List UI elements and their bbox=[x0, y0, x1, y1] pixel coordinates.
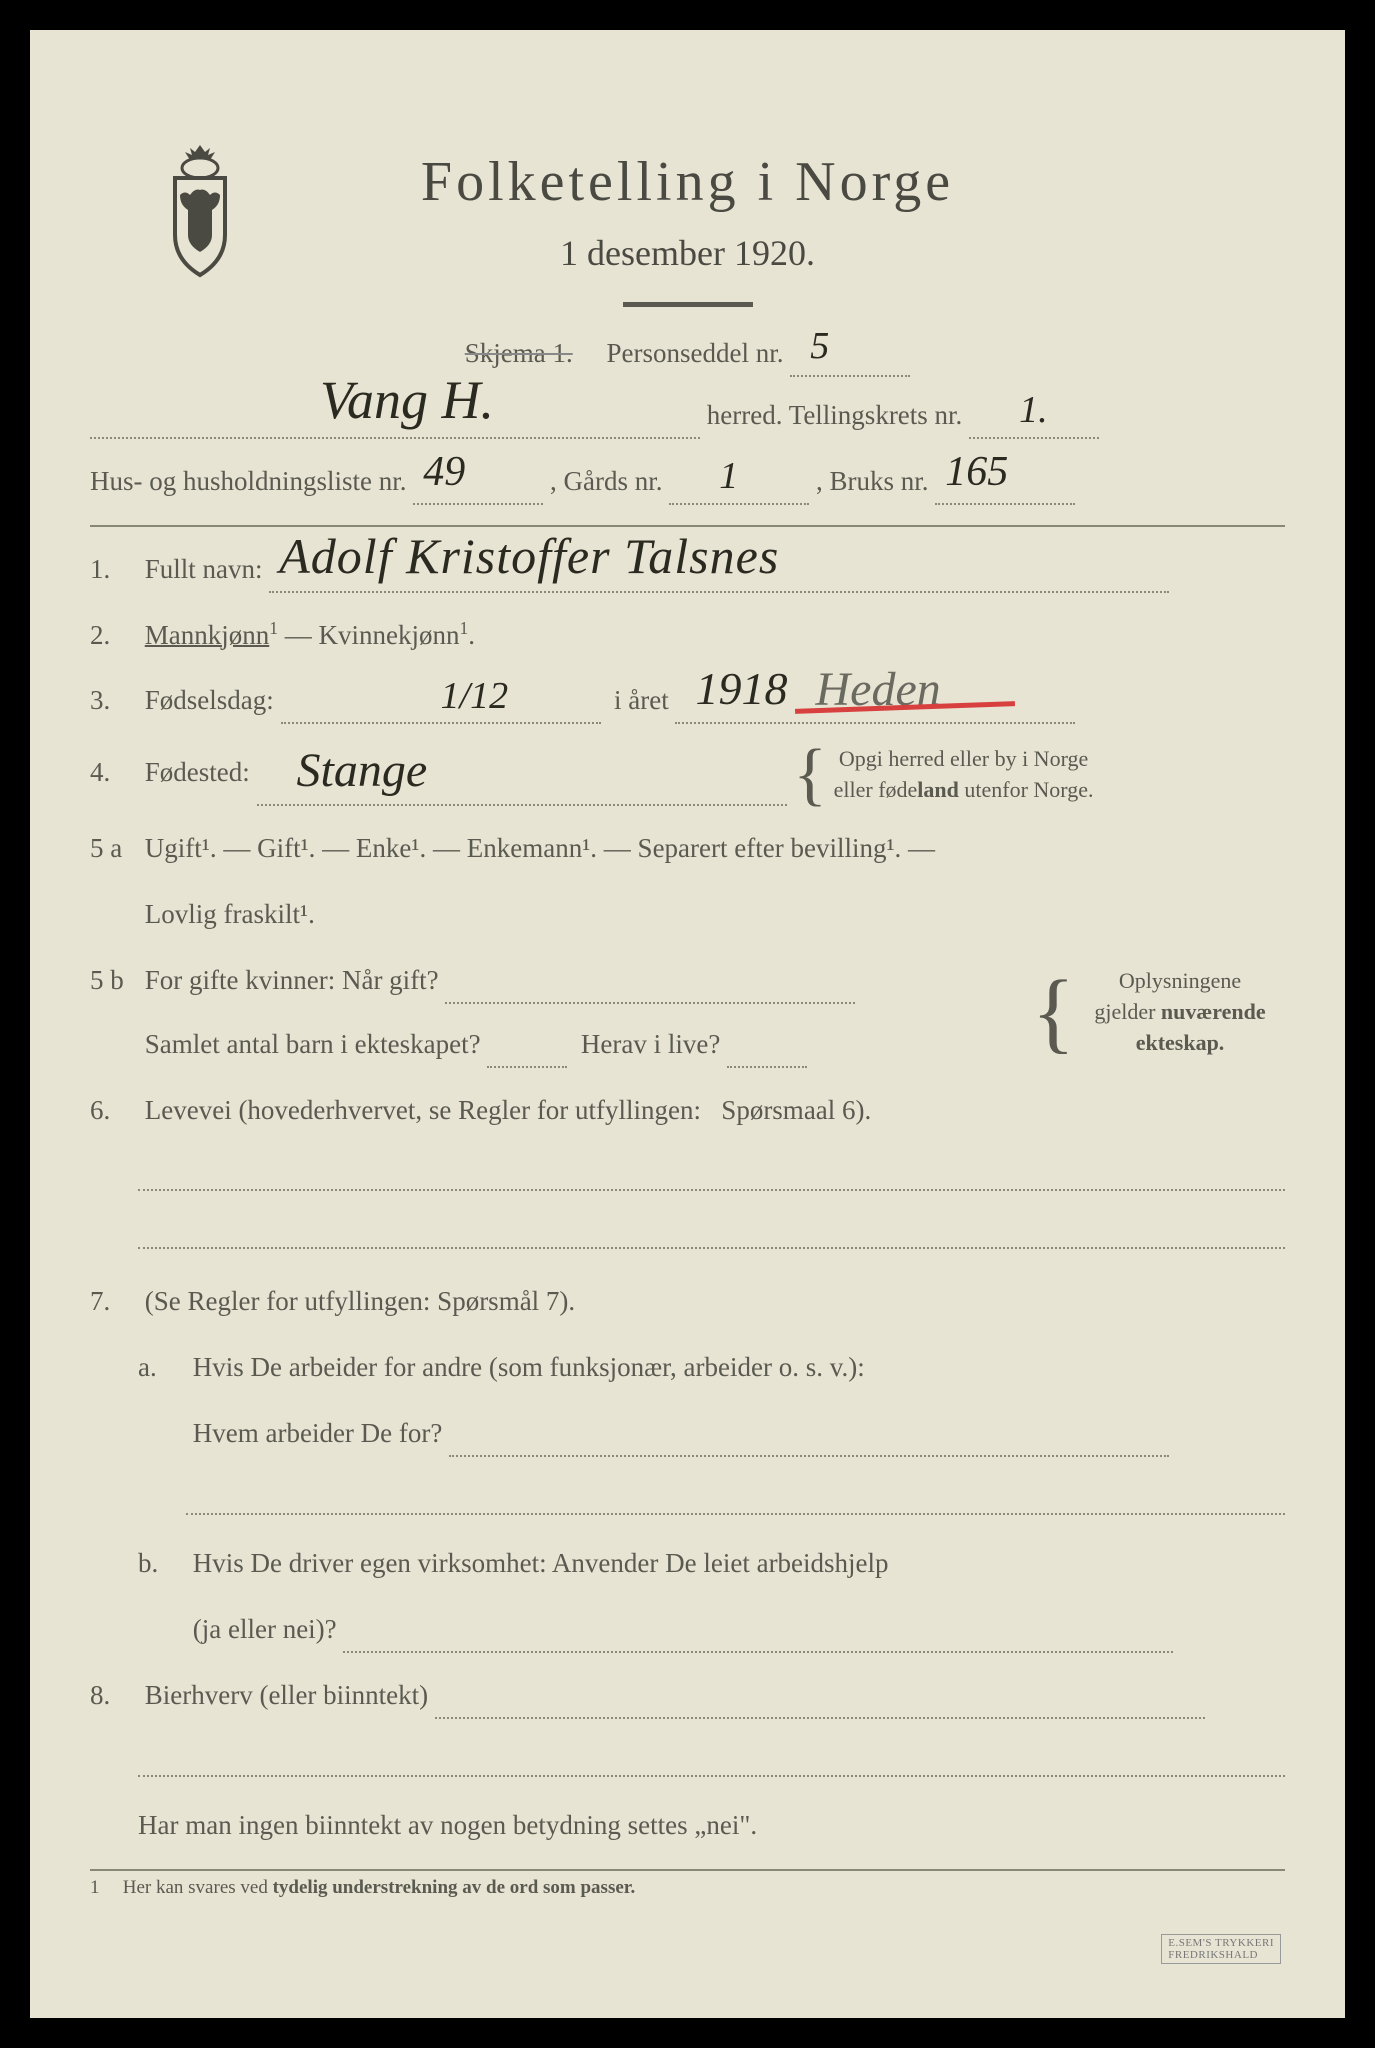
q6-blank2 bbox=[138, 1211, 1285, 1249]
q5a-num: 5 a bbox=[90, 826, 138, 872]
q5a-line2: Lovlig fraskilt¹. bbox=[90, 892, 1285, 938]
hus-line: Hus- og husholdningsliste nr. 49 , Gårds… bbox=[90, 459, 1285, 505]
q7-num: 7. bbox=[90, 1279, 138, 1325]
q6-blank1 bbox=[138, 1153, 1285, 1191]
q5b-line2b: Herav i live? bbox=[581, 1029, 720, 1059]
q2-sep: — bbox=[285, 620, 319, 650]
hus-label: Hus- og husholdningsliste nr. bbox=[90, 466, 407, 496]
bruks-nr: 165 bbox=[945, 437, 1008, 508]
gards-label: , Gårds nr. bbox=[550, 466, 662, 496]
q1-label: Fullt navn: bbox=[145, 554, 263, 584]
q8-blank bbox=[138, 1739, 1285, 1777]
q5b-line1a: For gifte kvinner: Når gift? bbox=[145, 965, 439, 995]
q3-day: 1/12 bbox=[441, 664, 509, 729]
form-body: Skjema 1. Personseddel nr. 5 Vang H. her… bbox=[90, 331, 1285, 1899]
q7a-text2: Hvem arbeider De for? bbox=[193, 1418, 443, 1448]
q3-year-label: i året bbox=[614, 685, 669, 715]
footer-line: Har man ingen biinntekt av nogen betydni… bbox=[138, 1803, 1285, 1849]
q4-num: 4. bbox=[90, 750, 138, 796]
q7-label: (Se Regler for utfyllingen: Spørsmål 7). bbox=[145, 1286, 575, 1316]
herred-label: herred. Tellingskrets nr. bbox=[707, 400, 963, 430]
q5a-text2: Lovlig fraskilt¹. bbox=[145, 899, 315, 929]
q6-label2: Spørsmaal 6). bbox=[721, 1095, 871, 1125]
q3-line: 3. Fødselsdag: 1/12 i året 1918 Heden bbox=[90, 678, 1285, 724]
form-header: Folketelling i Norge 1 desember 1920. bbox=[90, 150, 1285, 307]
q5a-text: Ugift¹. — Gift¹. — Enke¹. — Enkemann¹. —… bbox=[145, 833, 935, 863]
bruks-label: , Bruks nr. bbox=[816, 466, 929, 496]
footnote: 1 Her kan svares ved tydelig understrekn… bbox=[90, 1869, 1285, 1899]
q3-year: 1918 bbox=[695, 650, 787, 728]
q3-num: 3. bbox=[90, 678, 138, 724]
q7a-text: Hvis De arbeider for andre (som funksjon… bbox=[193, 1352, 865, 1382]
gards-nr: 1 bbox=[719, 444, 738, 509]
q4-label: Fødested: bbox=[145, 757, 250, 787]
personseddel-label: Personseddel nr. bbox=[607, 338, 784, 368]
q6-label: Levevei (hovederhvervet, se Regler for u… bbox=[145, 1095, 701, 1125]
q7a-line2: Hvem arbeider De for? bbox=[90, 1411, 1285, 1457]
q7b-num: b. bbox=[138, 1541, 186, 1587]
q7b-text: Hvis De driver egen virksomhet: Anvender… bbox=[193, 1548, 889, 1578]
q2-num: 2. bbox=[90, 613, 138, 659]
q5b-num: 5 b bbox=[90, 958, 138, 1004]
q5b-note: Oplysningene gjelder nuværende ekteskap. bbox=[1075, 966, 1285, 1058]
q2-mann: Mannkjønn bbox=[145, 620, 270, 650]
brace-icon: { bbox=[1032, 986, 1075, 1040]
q1-value: Adolf Kristoffer Talsnes bbox=[279, 514, 779, 599]
q2-line: 2. Mannkjønn1 — Kvinnekjønn1. bbox=[90, 613, 1285, 659]
q3-annot: Heden bbox=[815, 649, 940, 731]
form-title: Folketelling i Norge bbox=[90, 150, 1285, 214]
herred-line: Vang H. herred. Tellingskrets nr. 1. bbox=[90, 393, 1285, 439]
hus-nr: 49 bbox=[423, 437, 465, 508]
q3-label: Fødselsdag: bbox=[145, 685, 274, 715]
q8-line: 8. Bierhverv (eller biinntekt) bbox=[90, 1673, 1285, 1719]
q4-value: Stange bbox=[297, 730, 428, 812]
tellingskrets-nr: 1. bbox=[1019, 378, 1048, 443]
personseddel-nr-value: 5 bbox=[810, 314, 829, 379]
q7a-line: a. Hvis De arbeider for andre (som funks… bbox=[90, 1345, 1285, 1391]
q4-line: 4. Fødested: Stange { Opgi herred eller … bbox=[90, 744, 1285, 806]
q8-label: Bierhverv (eller biinntekt) bbox=[145, 1680, 428, 1710]
q1-num: 1. bbox=[90, 547, 138, 593]
skjema-line: Skjema 1. Personseddel nr. 5 bbox=[90, 331, 1285, 377]
q5a-line: 5 a Ugift¹. — Gift¹. — Enke¹. — Enkemann… bbox=[90, 826, 1285, 872]
herred-value: Vang H. bbox=[320, 355, 494, 447]
title-divider bbox=[623, 302, 753, 307]
q2-kvinne: Kvinnekjønn bbox=[319, 620, 460, 650]
q6-line: 6. Levevei (hovederhvervet, se Regler fo… bbox=[90, 1088, 1285, 1134]
q5b-block: 5 b For gifte kvinner: Når gift? Samlet … bbox=[90, 958, 1285, 1068]
q4-note: Opgi herred eller by i Norge eller fødel… bbox=[834, 744, 1094, 806]
q7b-text2: (ja eller nei)? bbox=[193, 1614, 337, 1644]
q7-line: 7. (Se Regler for utfyllingen: Spørsmål … bbox=[90, 1279, 1285, 1325]
q5b-line2a: Samlet antal barn i ekteskapet? bbox=[145, 1029, 481, 1059]
coat-of-arms-icon bbox=[150, 140, 250, 280]
q6-num: 6. bbox=[90, 1088, 138, 1134]
brace-icon: { bbox=[793, 754, 827, 796]
q7b-line: b. Hvis De driver egen virksomhet: Anven… bbox=[90, 1541, 1285, 1587]
q7b-line2: (ja eller nei)? bbox=[90, 1607, 1285, 1653]
q7a-num: a. bbox=[138, 1345, 186, 1391]
form-date: 1 desember 1920. bbox=[90, 232, 1285, 274]
q1-line: 1. Fullt navn: Adolf Kristoffer Talsnes bbox=[90, 547, 1285, 593]
q7a-blank bbox=[186, 1477, 1285, 1515]
printer-stamp: E.SEM'S TRYKKERI FREDRIKSHALD bbox=[1161, 1934, 1281, 1964]
q8-num: 8. bbox=[90, 1673, 138, 1719]
census-form-page: Folketelling i Norge 1 desember 1920. Sk… bbox=[0, 0, 1375, 2048]
